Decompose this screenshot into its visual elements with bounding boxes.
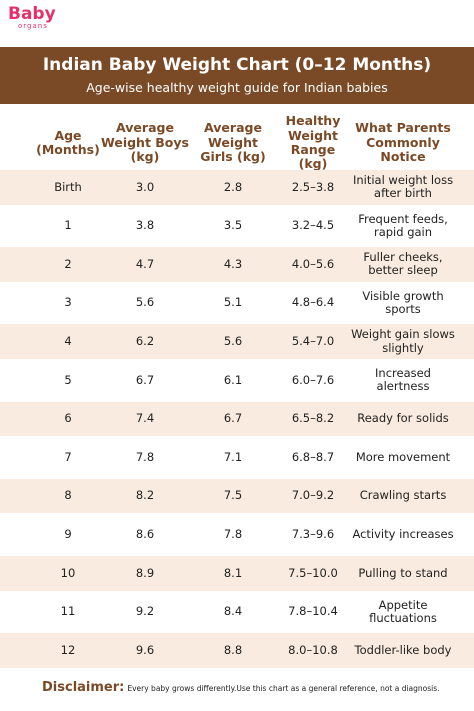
row-stripe <box>0 633 474 668</box>
table-cell: Appetite fluctuations <box>369 597 437 625</box>
table-cell: Ready for solids <box>357 411 449 426</box>
row-stripe <box>0 324 474 359</box>
column-header: What Parents Commonly Notice <box>355 120 451 165</box>
logo-brand: Baby <box>8 4 56 24</box>
table-cell: Visible growth sports <box>362 288 444 317</box>
table-cell: 5.6 <box>135 295 155 310</box>
column-header: Age (Months) <box>36 127 100 157</box>
table-cell: 8.9 <box>135 565 155 580</box>
table-cell: 9.2 <box>135 604 155 619</box>
table-cell: 7.0–9.2 <box>291 488 335 503</box>
table-cell: 5 <box>64 372 72 387</box>
row-stripe <box>0 401 474 437</box>
table-cell: 3.0 <box>135 179 155 194</box>
table-cell: 4.8–6.4 <box>291 295 335 310</box>
table-cell: 7.5–10.0 <box>288 565 338 580</box>
table-cell: 8.2 <box>135 488 155 503</box>
table-cell: 7.8–10.4 <box>288 604 338 619</box>
table-cell: 3.8 <box>135 218 155 233</box>
table-cell: 9 <box>64 527 72 542</box>
table-cell: 7 <box>64 449 72 464</box>
table-cell: 4.3 <box>223 256 243 271</box>
table-cell: 5.1 <box>223 295 243 310</box>
table-cell: 9.6 <box>135 642 155 657</box>
table-cell: 8.6 <box>135 527 155 542</box>
column-header: Healthy Weight Range (kg) <box>285 113 341 172</box>
table-cell: 6.7 <box>135 372 155 387</box>
table-cell: 6.2 <box>135 334 155 349</box>
table-cell: 4.7 <box>135 256 155 271</box>
table-cell: 8.8 <box>223 642 243 657</box>
table-cell: 5.6 <box>223 334 243 349</box>
table-cell: 6.8–8.7 <box>291 449 335 464</box>
table-cell: 6 <box>64 411 72 426</box>
row-stripe <box>0 556 474 591</box>
logo: Baby organs <box>8 6 56 30</box>
table-cell: 7.5 <box>223 488 243 503</box>
disclaimer-text: Every baby grows differently.Use this ch… <box>127 684 440 693</box>
table-cell: 8 <box>64 488 72 503</box>
table-cell: 1 <box>64 218 72 233</box>
table-cell: Pulling to stand <box>358 565 448 580</box>
table-cell: 6.7 <box>223 411 243 426</box>
table-cell: Activity increases <box>352 527 454 542</box>
table-cell: Initial weight loss after birth <box>352 173 454 201</box>
row-stripe <box>0 247 474 282</box>
subtitle: Age-wise healthy weight guide for Indian… <box>86 80 388 95</box>
table-cell: 6.0–7.6 <box>291 372 335 387</box>
table-cell: 4 <box>64 334 72 349</box>
table-cell: 2 <box>64 256 72 271</box>
table-cell: 6.5–8.2 <box>291 411 335 426</box>
table-cell: 8.1 <box>223 565 243 580</box>
title: Indian Baby Weight Chart (0–12 Months) <box>42 55 432 75</box>
table-cell: Toddler-like body <box>354 642 452 657</box>
table-cell: More movement <box>355 449 451 464</box>
logo-sub: organs <box>18 22 48 30</box>
disclaimer: Disclaimer: Every baby grows differently.… <box>42 680 440 695</box>
table-cell: 6.1 <box>223 372 243 387</box>
row-stripe <box>0 478 474 514</box>
table-cell: 3.5 <box>223 218 243 233</box>
table-cell: 2.8 <box>223 179 243 194</box>
table-cell: 8.4 <box>223 604 243 619</box>
table-cell: 4.0–5.6 <box>291 256 335 271</box>
table-cell: 7.4 <box>135 411 155 426</box>
table-cell: 7.1 <box>223 449 243 464</box>
row-stripe <box>0 170 474 205</box>
table-cell: 3.2–4.5 <box>291 218 335 233</box>
table-cell: 5.4–7.0 <box>291 334 335 349</box>
table-cell: 7.3–9.6 <box>291 527 335 542</box>
table-cell: Weight gain slows slightly <box>351 327 455 355</box>
table-cell: 10 <box>60 565 76 580</box>
column-header: Average Weight Girls (kg) <box>200 120 266 165</box>
table-cell: Fuller cheeks, better sleep <box>363 250 443 278</box>
table-cell: 2.5–3.8 <box>291 179 335 194</box>
table-cell: 7.8 <box>135 449 155 464</box>
table-cell: Frequent feeds, rapid gain <box>358 211 448 239</box>
table-cell: Increased alertness <box>375 366 431 394</box>
table-cell: 7.8 <box>223 527 243 542</box>
table-cell: 11 <box>60 604 76 619</box>
table-cell: 8.0–10.8 <box>288 642 338 657</box>
table-cell: Birth <box>54 179 82 194</box>
table-cell: 3 <box>64 295 72 310</box>
column-header: Average Weight Boys (kg) <box>101 120 189 165</box>
table-cell: Crawling starts <box>359 488 447 503</box>
disclaimer-label: Disclaimer: <box>42 680 125 695</box>
table-cell: 12 <box>60 642 76 657</box>
header: Indian Baby Weight Chart (0–12 Months) A… <box>0 47 474 104</box>
